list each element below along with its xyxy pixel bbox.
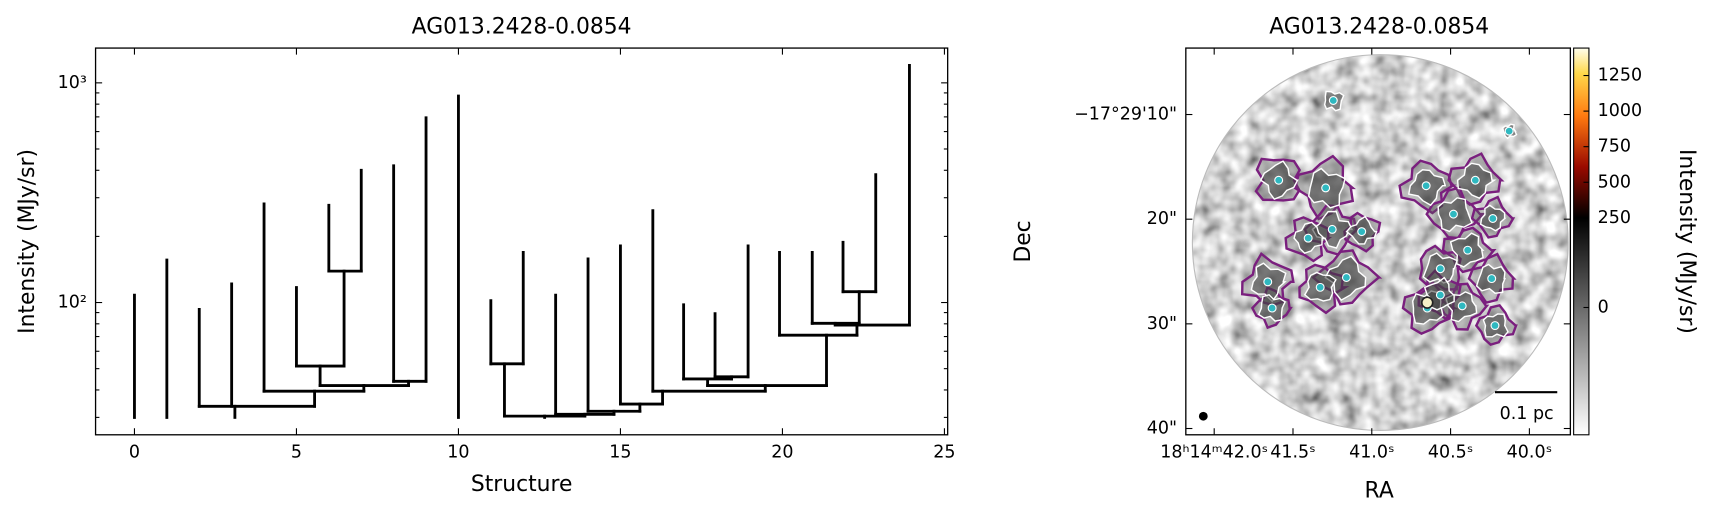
clump-peak — [1357, 227, 1367, 237]
map-disk — [1192, 54, 1569, 431]
colorbar-tick-label: 1000 — [1598, 101, 1642, 121]
clump-peak — [1488, 214, 1498, 223]
beam — [1198, 411, 1208, 421]
clump-peak — [1303, 233, 1313, 243]
clump-peak — [1263, 277, 1273, 287]
map-edge — [1191, 54, 1569, 431]
clump-peak — [1274, 175, 1284, 185]
clump-peak — [1435, 290, 1445, 300]
x-axis-label: RA — [1365, 479, 1394, 504]
x-tick-label: 20 — [771, 442, 793, 462]
map-noise — [1192, 54, 1569, 431]
y-tick-label: 40" — [1147, 419, 1177, 439]
colorbar — [1573, 47, 1590, 436]
y-tick-label: 20" — [1147, 209, 1177, 229]
colorbar-tick-label: 750 — [1598, 137, 1631, 157]
x-tick-label: 0 — [129, 442, 140, 462]
x-tick-label: 5 — [291, 442, 302, 462]
y-axis-label: Dec — [1011, 220, 1036, 262]
clump-peak — [1321, 183, 1331, 193]
clump-peak — [1463, 245, 1473, 255]
y-tick-label: 10³ — [58, 73, 87, 93]
colorbar-tick-label: 500 — [1598, 172, 1631, 192]
bright-core — [1420, 296, 1434, 309]
y-tick-label: 10² — [58, 293, 87, 313]
clump-peak — [1328, 96, 1338, 105]
x-tick-label: 10 — [447, 442, 469, 462]
x-tick-label: 25 — [933, 442, 955, 462]
clump-peak — [1470, 175, 1480, 185]
colorbar-label: Intensity (MJy/sr) — [1674, 149, 1699, 334]
x-tick-label: 41.0ˢ — [1349, 442, 1394, 462]
x-axis-label: Structure — [471, 472, 573, 497]
chart-title: AG013.2428-0.0854 — [1269, 14, 1489, 39]
clump-peak — [1448, 209, 1458, 219]
x-tick-label: 40.5ˢ — [1428, 442, 1473, 462]
clump-peak — [1327, 224, 1337, 234]
x-tick-label: 15 — [609, 442, 631, 462]
clump-peak — [1267, 303, 1277, 313]
colorbar-tick-label: 250 — [1598, 208, 1631, 228]
scale-bar-label: 0.1 pc — [1500, 404, 1554, 424]
clump-peak — [1487, 274, 1497, 284]
y-tick-label: −17°29'10" — [1074, 105, 1177, 125]
x-tick-label: 40.0ˢ — [1507, 442, 1552, 462]
chart-title: AG013.2428-0.0854 — [412, 14, 632, 39]
clump-peak — [1435, 264, 1445, 274]
plot-frame — [94, 47, 949, 436]
plot-frame — [1185, 47, 1572, 436]
clump-peak — [1504, 126, 1514, 136]
clump-peak — [1315, 282, 1325, 292]
y-axis-label: Intensity (MJy/sr) — [15, 149, 40, 334]
x-tick-label: 18ʰ14ᵐ42.0ˢ — [1160, 442, 1268, 462]
colorbar-tick-label: 1250 — [1598, 66, 1642, 86]
colorbar-tick-label: 0 — [1598, 297, 1609, 317]
x-tick-label: 41.5ˢ — [1270, 442, 1315, 462]
clump-peak — [1341, 272, 1351, 282]
clump-peak — [1490, 321, 1500, 331]
y-tick-label: 30" — [1147, 314, 1177, 334]
clump-peak — [1457, 301, 1467, 311]
clump-peak — [1421, 181, 1431, 191]
